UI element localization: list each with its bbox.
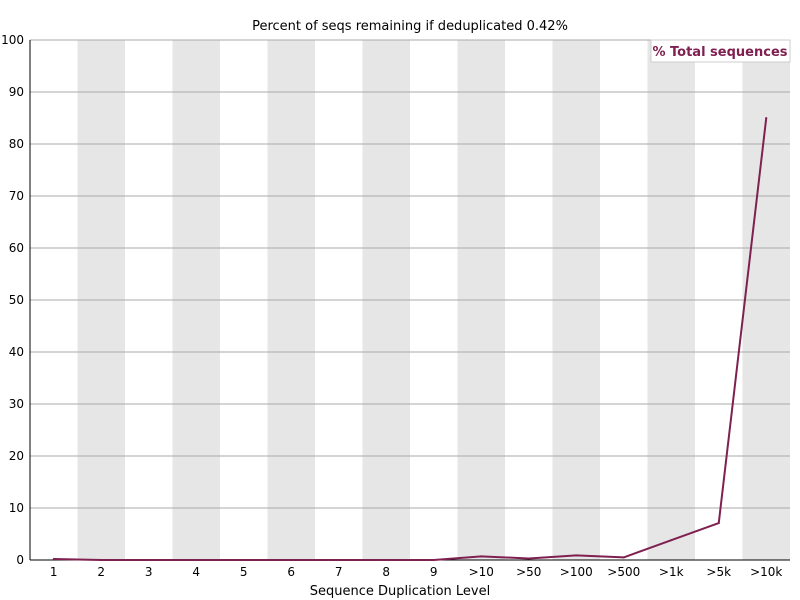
x-tick-label: >500 [607, 565, 640, 579]
data-point [765, 117, 768, 119]
x-tick-label: >10k [750, 565, 782, 579]
x-tick-label: 7 [335, 565, 343, 579]
legend-box [650, 39, 791, 63]
x-tick-label: 5 [240, 565, 248, 579]
y-tick-label: 30 [9, 397, 24, 411]
x-tick-labels: 1 2 3 4 5 6 7 8 9 >10 >50 >100 >500 >1k >5k >10k [50, 565, 783, 579]
legend: % Total sequences [650, 39, 791, 63]
data-point [480, 555, 483, 558]
x-tick-label: >100 [560, 565, 593, 579]
data-point [337, 559, 340, 561]
x-tick-label: >1k [659, 565, 684, 579]
x-tick-label: 4 [192, 565, 200, 579]
x-tick-label: 1 [50, 565, 58, 579]
y-tick-label: 20 [9, 449, 24, 463]
data-point [717, 522, 720, 525]
y-tick-label: 60 [9, 241, 24, 255]
x-tick-label: 9 [430, 565, 438, 579]
y-tick-label: 10 [9, 501, 24, 515]
x-tick-label: >50 [516, 565, 541, 579]
data-point [385, 559, 388, 561]
data-point [242, 559, 245, 561]
y-tick-label: 0 [16, 553, 24, 567]
y-tick-label: 80 [9, 137, 24, 151]
x-tick-label: 2 [97, 565, 105, 579]
series-line-0 [53, 117, 768, 561]
data-point [622, 556, 625, 559]
x-tick-label: 3 [145, 565, 153, 579]
x-tick-label: 8 [382, 565, 390, 579]
chart-title: Percent of seqs remaining if deduplicate… [252, 19, 568, 34]
data-point [290, 559, 293, 561]
data-point [147, 559, 150, 561]
data-point [195, 559, 198, 561]
y-tick-label: 90 [9, 85, 24, 99]
data-point [527, 557, 530, 560]
data-point [52, 557, 55, 560]
x-tick-label: >10 [469, 565, 494, 579]
y-tick-label: 50 [9, 293, 24, 307]
data-point [575, 554, 578, 557]
data-point [432, 559, 435, 561]
data-point [670, 539, 673, 542]
y-tick-label: 100 [1, 33, 24, 47]
y-tick-label: 70 [9, 189, 24, 203]
x-tick-label: 6 [287, 565, 295, 579]
y-tick-labels: 0 10 20 30 40 50 60 70 80 90 100 [1, 33, 24, 567]
data-point [100, 559, 103, 561]
series-lines [52, 117, 768, 561]
legend-entry-total-sequences: % Total sequences [652, 45, 787, 60]
y-tick-label: 40 [9, 345, 24, 359]
x-axis-label: Sequence Duplication Level [310, 584, 490, 599]
x-tick-label: >5k [706, 565, 731, 579]
